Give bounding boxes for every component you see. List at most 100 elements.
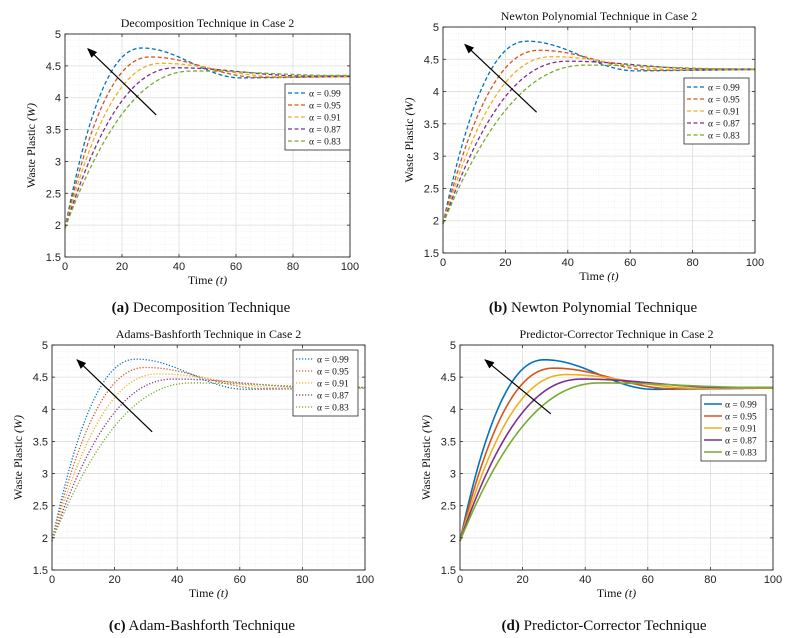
- series-line-3: [51, 378, 365, 542]
- y-tick-label: 1.5: [33, 565, 48, 577]
- legend-entry: α = 0.83: [708, 132, 740, 142]
- axes-frame: [51, 344, 366, 571]
- y-tick-label: 4: [55, 93, 61, 105]
- y-tick-label: 2.5: [46, 188, 61, 200]
- legend: α = 0.99 α = 0.95 α = 0.91 α = 0.87 α = 0.83: [292, 349, 359, 417]
- y-tick-label: 1.5: [441, 565, 456, 577]
- caption-b: (b) Newton Polynomial Technique: [489, 300, 697, 317]
- chart-panel-1: 0 20 40 60 80 100 1.5 2 2.5 3 3.5 4 4.5 5 Newton Polyn…: [402, 9, 764, 283]
- caption-b-text: Newton Polynomial Technique: [510, 300, 698, 316]
- y-tick-label: 3.5: [441, 436, 456, 448]
- series-line-2: [64, 62, 350, 229]
- caption-a-tag: (a): [111, 300, 130, 316]
- x-tick-label: 60: [230, 261, 242, 273]
- chart-panel-2: 0 20 40 60 80 100 1.5 2 2.5 3 3.5 4 4.5 5 Adams-Bashfo…: [11, 327, 374, 600]
- caption-c-tag: (c): [108, 618, 126, 634]
- caption-c-text: Adam-Bashforth Technique: [128, 618, 296, 634]
- y-tick-label: 3.5: [46, 125, 61, 137]
- legend-entry: α = 0.91: [725, 425, 757, 435]
- series-line-1: [64, 56, 351, 229]
- y-tick-label: 5: [450, 340, 456, 352]
- y-tick-label: 4: [42, 404, 48, 416]
- y-tick-label: 2.5: [424, 183, 439, 195]
- caption-b-tag: (b): [488, 300, 508, 316]
- y-tick-label: 2: [450, 533, 456, 545]
- x-tick-label: 80: [704, 574, 716, 586]
- x-tick-label: 40: [173, 261, 185, 273]
- series-line-2: [442, 56, 755, 225]
- x-tick-label: 20: [108, 574, 120, 586]
- legend-entry: α = 0.87: [309, 126, 341, 136]
- legend-entry: α = 0.95: [317, 368, 349, 378]
- x-axis-label: Time (t): [597, 586, 636, 600]
- legend-entry: α = 0.91: [309, 114, 341, 124]
- x-tick-label: 80: [686, 257, 698, 269]
- y-tick-label: 2: [55, 220, 61, 232]
- y-tick-label: 4: [450, 404, 456, 416]
- axes-frame: [459, 344, 774, 571]
- legend-entry: α = 0.99: [317, 356, 349, 366]
- legend-entry: α = 0.95: [309, 102, 341, 112]
- legend-entry: α = 0.91: [708, 108, 740, 118]
- caption-c: (c) Adam-Bashforth Technique: [109, 618, 295, 635]
- y-tick-label: 5: [433, 22, 439, 34]
- x-tick-label: 40: [579, 574, 591, 586]
- legend-entry: α = 0.99: [708, 84, 740, 94]
- y-tick-label: 3: [55, 156, 61, 168]
- chart-title: Decomposition Technique in Case 2: [121, 16, 295, 30]
- series-line-4: [442, 64, 755, 225]
- x-tick-label: 80: [296, 574, 308, 586]
- x-tick-label: 60: [642, 574, 654, 586]
- y-tick-label: 5: [42, 340, 48, 352]
- caption-d-tag: (d): [501, 618, 520, 634]
- x-tick-label: 0: [62, 261, 68, 273]
- series-line-0: [442, 40, 756, 225]
- y-tick-label: 1.5: [46, 252, 61, 264]
- x-axis-label: Time (t): [579, 269, 618, 283]
- series-line-4: [64, 70, 350, 229]
- caption-d: (d) Predictor-Corrector Technique: [502, 618, 707, 635]
- trend-arrow: [464, 43, 538, 113]
- y-tick-label: 5: [55, 29, 61, 41]
- x-axis-label: Time (t): [188, 273, 227, 287]
- legend-entry: α = 0.87: [725, 437, 757, 447]
- chart-panel-0: 0 20 40 60 80 100 1.5 2 2.5 3 3.5 4 4.5 5 Decompositio…: [24, 16, 359, 287]
- caption-d-text: Predictor-Corrector Technique: [523, 618, 707, 634]
- chart-title: Adams-Bashforth Technique in Case 2: [116, 327, 302, 341]
- x-axis-label: Time (t): [189, 586, 228, 600]
- series-line-0: [64, 47, 351, 229]
- x-tick-label: 60: [624, 257, 636, 269]
- legend-entry: α = 0.83: [725, 449, 757, 459]
- y-tick-label: 4: [433, 87, 439, 99]
- legend-entry: α = 0.91: [317, 380, 349, 390]
- x-tick-label: 40: [171, 574, 183, 586]
- series-line-1: [442, 49, 756, 225]
- legend-entry: α = 0.87: [317, 392, 349, 402]
- y-tick-label: 3: [433, 151, 439, 163]
- x-tick-label: 60: [234, 574, 246, 586]
- series-line-1: [51, 366, 366, 542]
- y-tick-label: 2: [433, 216, 439, 228]
- y-tick-label: 4.5: [46, 61, 61, 73]
- trend-arrow: [87, 47, 157, 116]
- x-tick-label: 100: [356, 574, 374, 586]
- y-tick-label: 3.5: [424, 119, 439, 131]
- chart-title: Newton Polynomial Technique in Case 2: [501, 9, 698, 23]
- y-tick-label: 2: [42, 533, 48, 545]
- x-tick-label: 80: [287, 261, 299, 273]
- x-tick-label: 0: [440, 257, 446, 269]
- y-tick-label: 2.5: [33, 501, 48, 513]
- x-tick-label: 100: [746, 257, 764, 269]
- trend-arrow: [76, 359, 153, 433]
- caption-a-text: Decomposition Technique: [132, 300, 291, 316]
- y-tick-label: 4.5: [424, 54, 439, 66]
- legend-entry: α = 0.99: [309, 90, 341, 100]
- y-tick-label: 4.5: [33, 372, 48, 384]
- x-tick-label: 0: [49, 574, 55, 586]
- x-tick-label: 20: [516, 574, 528, 586]
- legend: α = 0.99 α = 0.95 α = 0.91 α = 0.87 α = 0.83: [284, 83, 351, 151]
- y-axis-label: Waste Plastic (W): [402, 97, 416, 182]
- legend: α = 0.99 α = 0.95 α = 0.91 α = 0.87 α = 0.83: [683, 77, 750, 145]
- axes-frame: [442, 26, 756, 254]
